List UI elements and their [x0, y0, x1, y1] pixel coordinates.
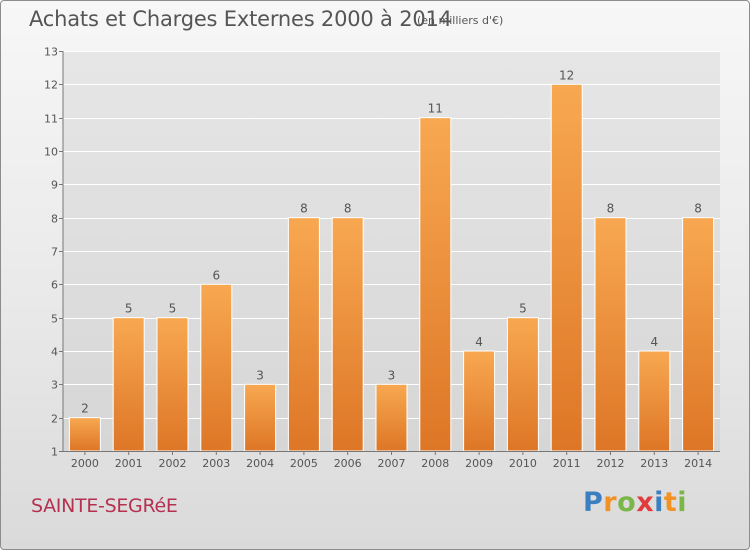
bar — [375, 383, 408, 452]
data-label: 3 — [388, 368, 396, 382]
bar — [594, 217, 627, 452]
bar — [463, 350, 496, 452]
x-tick-label: 2007 — [378, 457, 406, 470]
city-name: SAINTE-SEGRéE — [31, 495, 178, 517]
data-label: 5 — [169, 302, 177, 316]
y-tick-label: 6 — [51, 279, 58, 292]
logo-letter: P — [583, 487, 604, 518]
x-tick-label: 2001 — [115, 457, 143, 470]
bar — [682, 217, 715, 452]
x-tick-label: 2003 — [202, 457, 230, 470]
y-tick-label: 8 — [51, 213, 58, 226]
bars: 2 5 5 6 3 8 8 3 11 4 5 12 8 4 8 — [68, 68, 715, 452]
x-tick-label: 2009 — [465, 457, 493, 470]
data-label: 2 — [81, 402, 89, 416]
data-label: 4 — [475, 335, 483, 349]
bar — [68, 417, 101, 452]
logo-letter: x — [636, 487, 655, 518]
y-tick-label: 7 — [51, 246, 58, 259]
logo-letter: r — [603, 487, 618, 518]
data-label: 8 — [694, 202, 702, 216]
x-tick-label: 2005 — [290, 457, 318, 470]
data-label: 8 — [607, 202, 615, 216]
data-label: 8 — [300, 202, 308, 216]
bar — [506, 317, 539, 452]
x-tick-label: 2006 — [334, 457, 362, 470]
data-label: 5 — [125, 302, 133, 316]
x-tick-label: 2010 — [509, 457, 537, 470]
y-tick-label: 1 — [51, 446, 58, 459]
y-tick-label: 9 — [51, 179, 58, 192]
y-tick-label: 5 — [51, 313, 58, 326]
logo-letter: t — [663, 487, 678, 518]
bar — [331, 217, 364, 452]
data-label: 4 — [650, 335, 658, 349]
bar — [200, 283, 233, 452]
y-tick-label: 11 — [44, 113, 58, 126]
bar — [550, 83, 583, 452]
x-tick-label: 2013 — [640, 457, 668, 470]
y-tick-label: 3 — [51, 379, 58, 392]
data-label: 8 — [344, 202, 352, 216]
proxiti-logo: Proxiti — [583, 487, 687, 518]
x-axis: 2000 2001 2002 2003 2004 2005 2006 2007 2008 2009… — [63, 451, 720, 470]
x-tick-label: 2008 — [421, 457, 449, 470]
y-tick-label: 13 — [44, 46, 58, 59]
logo-letter: i — [677, 487, 688, 518]
x-tick-label: 2011 — [553, 457, 581, 470]
data-label: 5 — [519, 302, 527, 316]
y-tick-label: 12 — [44, 79, 58, 92]
data-label: 6 — [212, 268, 220, 282]
bar — [112, 317, 145, 452]
chart-subtitle: (en milliers d'€) — [417, 14, 504, 27]
x-tick-label: 2000 — [71, 457, 99, 470]
y-tick-label: 4 — [51, 346, 58, 359]
logo-letter: o — [617, 487, 637, 518]
data-label: 11 — [428, 102, 443, 116]
bar — [287, 217, 320, 452]
bar — [156, 317, 189, 452]
x-tick-label: 2004 — [246, 457, 274, 470]
chart-title: Achats et Charges Externes 2000 à 2014 — [29, 7, 452, 31]
data-label: 12 — [559, 68, 574, 82]
bar — [244, 383, 277, 452]
logo-letter: i — [654, 487, 664, 518]
bar — [638, 350, 671, 452]
y-tick-label: 10 — [44, 146, 58, 159]
data-label: 3 — [256, 368, 264, 382]
x-tick-label: 2014 — [684, 457, 712, 470]
y-tick-label: 2 — [51, 413, 58, 426]
x-tick-label: 2002 — [159, 457, 187, 470]
bar — [419, 117, 452, 452]
x-tick-label: 2012 — [597, 457, 625, 470]
